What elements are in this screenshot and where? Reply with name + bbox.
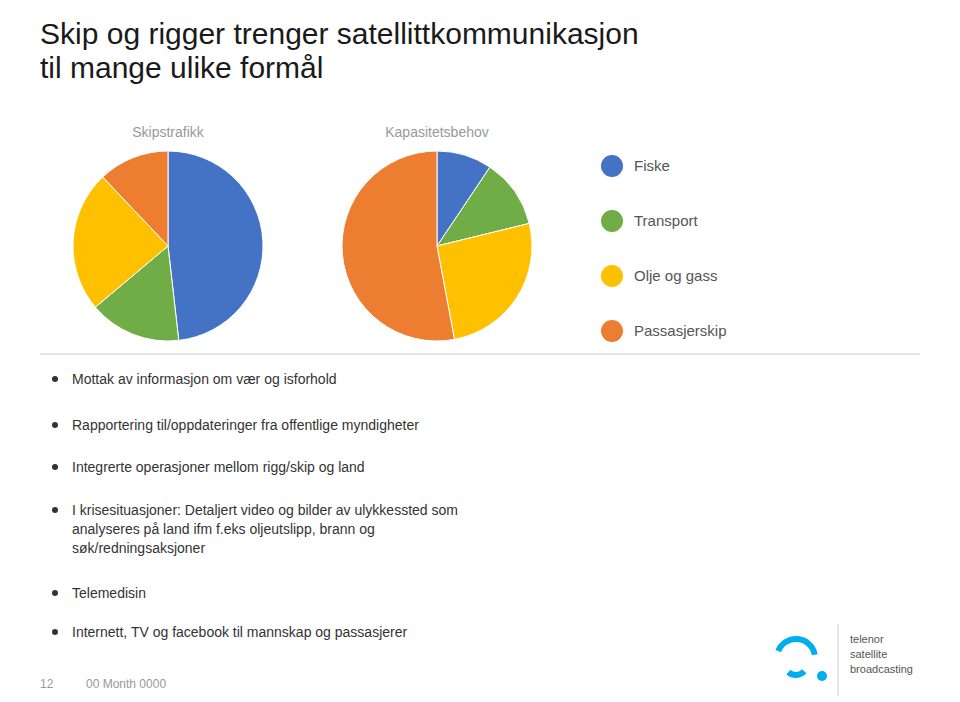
- footer-date: 00 Month 0000: [86, 677, 166, 691]
- legend-swatch: [601, 265, 623, 287]
- text-line: I krisesituasjoner: Detaljert video og b…: [72, 502, 458, 518]
- bullet-text: I krisesituasjoner: Detaljert video og b…: [72, 502, 458, 556]
- bullet: [52, 376, 58, 382]
- footer-slide: 12: [40, 677, 54, 691]
- text-line: Internett, TV og facebook til mannskap o…: [72, 624, 407, 640]
- text-line: telenor: [850, 633, 884, 645]
- legend-swatch: [601, 155, 623, 177]
- bullet-text: Rapportering til/oppdateringer fra offen…: [72, 417, 419, 433]
- text-line: satellite: [850, 648, 887, 660]
- pie: [342, 151, 532, 341]
- separator: [40, 354, 920, 355]
- text-line: søk/redningsaksjoner: [72, 540, 205, 556]
- legend-label: Fiske: [634, 157, 670, 174]
- pie-slice: [342, 151, 454, 341]
- text-line: broadcasting: [850, 663, 913, 675]
- bullet: [52, 422, 58, 428]
- logo-separator: [838, 624, 839, 696]
- text-line: Skip og rigger trenger satellittkommunik…: [40, 17, 639, 50]
- pie-slice: [168, 151, 263, 340]
- pie: [73, 151, 263, 341]
- logo-arc: [775, 636, 817, 655]
- legend-label: Olje og gass: [634, 267, 717, 284]
- legend-item: Olje og gass: [601, 265, 717, 287]
- bullet: [52, 629, 58, 635]
- title: Skip og rigger trenger satellittkommunik…: [40, 17, 639, 84]
- logo-text: telenor satellite broadcasting: [850, 633, 913, 675]
- legend: Fiske Transport Olje og gass Passasjerskip: [601, 155, 727, 342]
- bullet-text: Mottak av informasjon om vær og isforhol…: [72, 371, 337, 387]
- text-line: Rapportering til/oppdateringer fra offen…: [72, 417, 419, 433]
- pie-slice: [103, 151, 168, 246]
- bullet: [52, 507, 58, 513]
- legend-swatch: [601, 320, 623, 342]
- legend-item: Transport: [601, 210, 698, 232]
- logo-dot: [817, 671, 827, 681]
- slide: Skip og rigger trenger satellittkommunik…: [0, 0, 960, 702]
- legend-label: Passasjerskip: [634, 322, 727, 339]
- legend-swatch: [601, 210, 623, 232]
- text-line: analyseres på land ifm f.eks oljeutslipp…: [72, 521, 375, 537]
- pie-title: Kapasitetsbehov: [385, 124, 489, 140]
- text-line: Telemedisin: [72, 585, 146, 601]
- bullet-text: Integrerte operasjoner mellom rigg/skip …: [72, 459, 365, 475]
- logo: telenor satellite broadcasting: [775, 624, 913, 696]
- legend-item: Passasjerskip: [601, 320, 727, 342]
- legend-item: Fiske: [601, 155, 670, 177]
- text-line: til mange ulike formål: [40, 51, 323, 84]
- text-line: Integrerte operasjoner mellom rigg/skip …: [72, 459, 365, 475]
- text-line: Mottak av informasjon om vær og isforhol…: [72, 371, 337, 387]
- legend-label: Transport: [634, 212, 698, 229]
- bullet: [52, 590, 58, 596]
- bullet: [52, 464, 58, 470]
- pie-title: Skipstrafikk: [132, 124, 205, 140]
- bullet-text: Internett, TV og facebook til mannskap o…: [72, 624, 407, 640]
- logo-arc: [786, 669, 806, 678]
- bullet-text: Telemedisin: [72, 585, 146, 601]
